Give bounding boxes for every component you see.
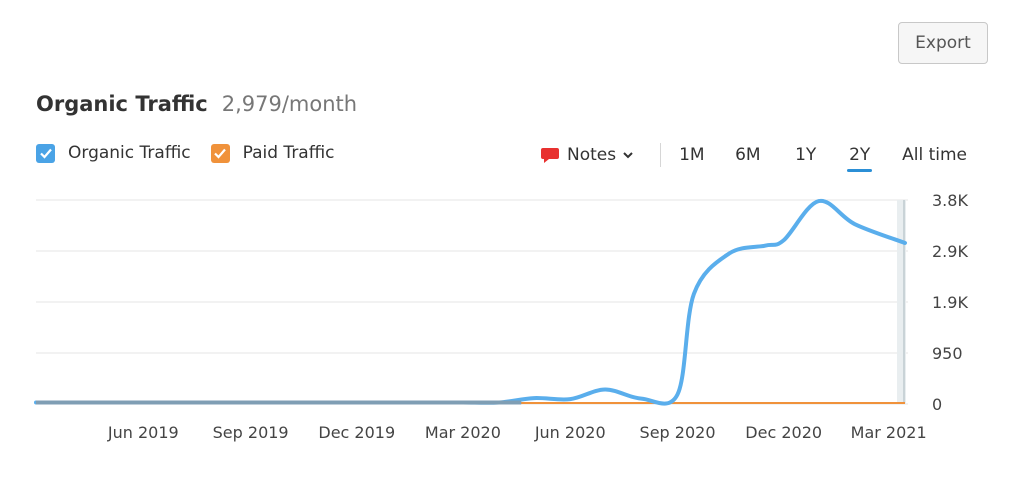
header: Organic Traffic 2,979/month [36, 92, 357, 116]
x-tick-label: Dec 2020 [745, 423, 822, 442]
x-tick-label: Dec 2019 [318, 423, 395, 442]
checkbox-paid-icon[interactable] [210, 143, 230, 163]
x-tick-label: Mar 2020 [425, 423, 501, 442]
y-tick-label: 3.8K [932, 191, 968, 210]
x-tick-label: Sep 2020 [640, 423, 716, 442]
y-tick-label: 1.9K [932, 293, 968, 312]
notes-icon [541, 148, 559, 163]
period-1y[interactable]: 1Y [795, 145, 817, 165]
legend-label-paid: Paid Traffic [242, 143, 335, 163]
traffic-value: 2,979/month [221, 92, 358, 116]
y-tick-label: 0 [932, 395, 942, 414]
x-tick-label: Jun 2019 [107, 423, 179, 442]
y-tick-label: 950 [932, 344, 963, 363]
export-button[interactable]: Export [898, 22, 988, 64]
period-selector: 1M 6M 1Y 2Y All time [679, 142, 979, 172]
notes-label: Notes [567, 145, 617, 165]
legend-item-organic[interactable]: Organic Traffic [36, 143, 191, 163]
notes-dropdown[interactable]: Notes [540, 145, 634, 165]
current-period-band [897, 200, 906, 404]
legend-item-paid[interactable]: Paid Traffic [210, 143, 335, 163]
period-2y[interactable]: 2Y [847, 142, 873, 172]
traffic-chart: 0 950 1.9K 2.9K 3.8K Jun 2019 Sep 2019 Dec 2019… [34, 191, 968, 442]
period-1m[interactable]: 1M [679, 145, 705, 165]
checkbox-organic-icon[interactable] [36, 143, 55, 163]
legend-label-organic: Organic Traffic [68, 143, 191, 163]
x-tick-label: Sep 2019 [213, 423, 289, 442]
page-title: Organic Traffic [36, 92, 208, 116]
y-tick-label: 2.9K [932, 242, 968, 261]
period-all-time[interactable]: All time [902, 145, 967, 165]
chevron-down-icon [623, 152, 633, 159]
x-tick-label: Jun 2020 [534, 423, 606, 442]
legend: Organic Traffic Paid Traffic [36, 143, 355, 163]
chart-controls: Notes 1M 6M 1Y 2Y All time [540, 142, 979, 172]
x-tick-label: Mar 2021 [851, 423, 927, 442]
divider [660, 143, 662, 167]
period-6m[interactable]: 6M [735, 145, 761, 165]
